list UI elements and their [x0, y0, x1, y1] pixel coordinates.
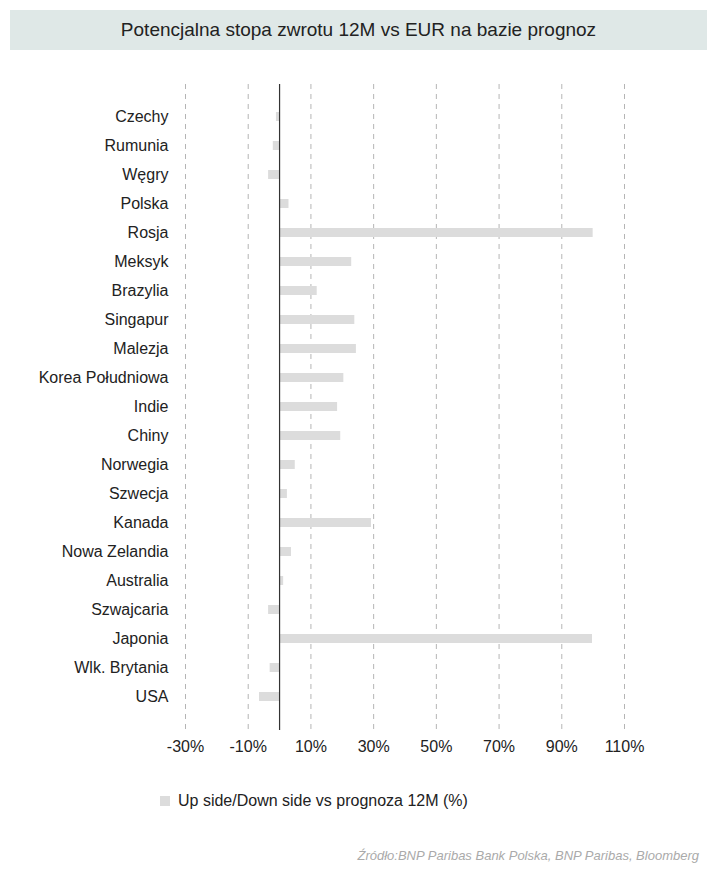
svg-text:Chiny: Chiny — [128, 427, 169, 444]
svg-text:70%: 70% — [483, 738, 515, 755]
svg-text:Polska: Polska — [120, 195, 168, 212]
svg-text:Malezja: Malezja — [113, 340, 168, 357]
html-text:Źródło:BNP Paribas Bank Polska: Źródło:BNP Paribas Bank Polska, BNP Pari… — [357, 848, 699, 863]
svg-text:Brazylia: Brazylia — [112, 282, 169, 299]
svg-text:Rosja: Rosja — [128, 224, 169, 241]
html-text:Potencjalna stopa zwrotu 12M v: Potencjalna stopa zwrotu 12M vs EUR na b… — [120, 19, 597, 40]
svg-text:-30%: -30% — [167, 738, 204, 755]
svg-text:90%: 90% — [546, 738, 578, 755]
svg-text:Szwajcaria: Szwajcaria — [91, 601, 168, 618]
svg-text:Meksyk: Meksyk — [114, 253, 169, 270]
svg-text:Czechy: Czechy — [115, 108, 168, 125]
svg-text:Korea Południowa: Korea Południowa — [39, 369, 169, 386]
svg-text:-10%: -10% — [230, 738, 267, 755]
svg-text:USA: USA — [136, 688, 169, 705]
svg-text:110%: 110% — [605, 738, 645, 755]
svg-text:Indie: Indie — [134, 398, 169, 415]
svg-text:Japonia: Japonia — [112, 630, 168, 647]
svg-text:50%: 50% — [420, 738, 452, 755]
svg-text:10%: 10% — [295, 738, 327, 755]
svg-text:Kanada: Kanada — [113, 514, 168, 531]
svg-text:Singapur: Singapur — [104, 311, 169, 328]
svg-text:30%: 30% — [358, 738, 390, 755]
svg-text:Australia: Australia — [106, 572, 168, 589]
svg-text:Szwecja: Szwecja — [109, 485, 169, 502]
svg-text:Wlk. Brytania: Wlk. Brytania — [74, 659, 168, 676]
svg-text:Węgry: Węgry — [122, 166, 168, 183]
svg-text:Rumunia: Rumunia — [104, 137, 168, 154]
html-text:Up side/Down side vs prognoza: Up side/Down side vs prognoza 12M (%) — [178, 792, 468, 809]
svg-text:Nowa Zelandia: Nowa Zelandia — [62, 543, 169, 560]
svg-text:Norwegia: Norwegia — [101, 456, 169, 473]
